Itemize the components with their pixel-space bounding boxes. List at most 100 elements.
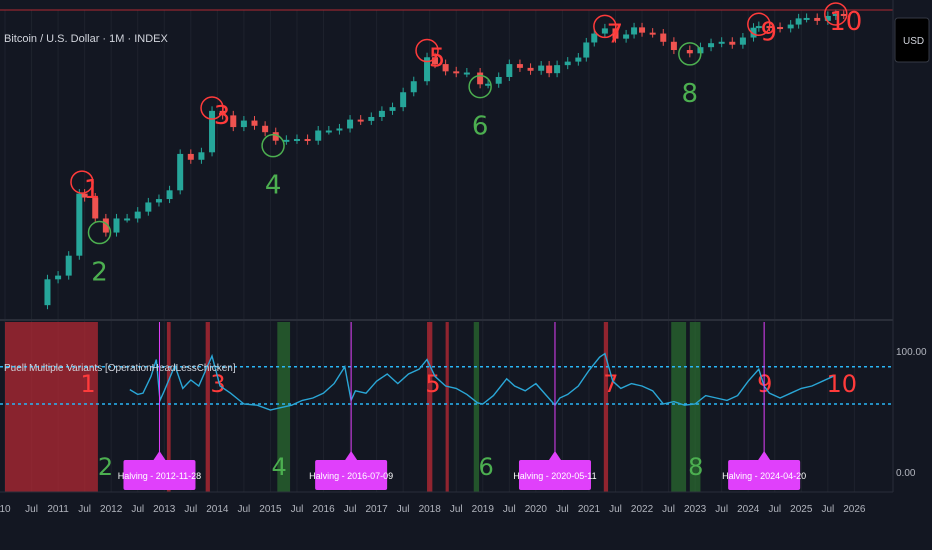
halving-label-box xyxy=(123,460,196,490)
time-axis-label: 10 xyxy=(0,504,11,515)
time-axis-label: 2023 xyxy=(684,504,707,515)
price-candle-body xyxy=(506,64,513,77)
time-axis-label: Jul xyxy=(237,504,250,515)
price-candle-body xyxy=(389,107,396,111)
indicator-title[interactable]: Puell Multiple Variants [OperationHeadLe… xyxy=(4,363,236,374)
time-axis-label: Jul xyxy=(715,504,728,515)
osc-axis-bottom-label: 0.00 xyxy=(896,468,916,479)
price-candle-body xyxy=(639,27,646,33)
price-candle-body xyxy=(538,65,545,71)
cycle-marker-number: 10 xyxy=(829,7,862,37)
cycle-marker-circle xyxy=(200,96,224,120)
grid-lines xyxy=(4,10,855,492)
price-candle-body xyxy=(304,139,311,142)
halving-label-box xyxy=(518,460,591,490)
cycle-zone-bar xyxy=(473,322,480,492)
price-candle-body xyxy=(591,33,598,43)
cycle-marker-number: 9 xyxy=(761,17,778,47)
cycle-marker-number: 5 xyxy=(429,44,446,74)
symbol-title[interactable]: Bitcoin / U.S. Dollar · 1M · INDEX xyxy=(4,33,168,45)
cycle-marker-circle xyxy=(70,170,94,194)
time-axis-labels: 10 Jul 2011 Jul 2012 Jul 2013 Jul 2014 Jul 2015 Jul… xyxy=(0,504,866,515)
halving-label: Halving - 2012-11-28 xyxy=(118,471,201,481)
price-candle-body xyxy=(840,13,847,16)
price-candle-body xyxy=(660,33,667,42)
time-axis-label: 2011 xyxy=(47,504,69,515)
price-candle-body xyxy=(601,28,608,34)
halving-arrow xyxy=(153,451,166,460)
osc-cycle-number: 4 xyxy=(271,453,286,481)
price-candle-body xyxy=(400,92,407,108)
price-candle-body xyxy=(575,57,582,62)
halving-arrow xyxy=(548,451,561,460)
time-axis-label: Jul xyxy=(25,504,38,515)
cycle-marker-circle xyxy=(261,133,285,158)
cycle-zone-bar xyxy=(671,322,687,492)
price-candle-body xyxy=(777,27,784,30)
price-candle-body xyxy=(81,193,88,198)
time-axis-label: Jul xyxy=(821,504,834,515)
cycle-marker-number: 1 xyxy=(84,175,101,205)
currency-button[interactable] xyxy=(894,17,930,63)
time-axis-label: Jul xyxy=(609,504,622,515)
osc-axis-top-label: 100.00 xyxy=(896,347,927,358)
price-candle-body xyxy=(102,218,109,233)
time-axis-label: 2021 xyxy=(578,504,601,515)
halving-label: Halving - 2020-05-11 xyxy=(513,471,596,481)
price-candle-body xyxy=(240,120,247,128)
time-axis-label: 2013 xyxy=(153,504,176,515)
price-candle-body xyxy=(670,41,677,51)
price-candle-body xyxy=(410,81,417,93)
cycle-marker-number: 2 xyxy=(91,258,108,288)
price-candle-body xyxy=(832,13,839,16)
price-candle-body xyxy=(336,128,343,131)
price-axis[interactable] xyxy=(893,0,932,492)
cycle-marker-circle xyxy=(468,74,492,99)
cycle-markers: 1 2 3 4 5 6 7 8 9 10 xyxy=(70,2,862,288)
time-axis-label: 2014 xyxy=(206,504,229,515)
price-candle-body xyxy=(739,37,746,45)
cycle-zone-bar xyxy=(427,322,433,492)
price-candle-body xyxy=(124,218,131,221)
price-candle-body xyxy=(293,139,300,142)
cycle-marker-number: 3 xyxy=(214,101,231,131)
price-candle-body xyxy=(272,132,279,141)
price-candle-body xyxy=(65,255,72,276)
price-pane[interactable] xyxy=(44,9,847,310)
cycle-marker-circle xyxy=(678,42,702,66)
halving-arrow xyxy=(345,451,358,460)
time-axis-label: Jul xyxy=(556,504,569,515)
time-axis-label: Jul xyxy=(397,504,410,515)
price-candle-body xyxy=(787,24,794,29)
price-candle-body xyxy=(495,76,502,84)
price-candle-body xyxy=(824,15,831,21)
price-candle-body xyxy=(718,41,725,44)
cycle-zone-bar xyxy=(689,322,701,492)
price-candle-body xyxy=(516,64,523,68)
osc-cycle-number: 5 xyxy=(425,370,440,398)
time-axis[interactable] xyxy=(0,492,932,550)
price-candle-body xyxy=(803,17,810,20)
price-candle-body xyxy=(432,57,438,65)
price-candle-body xyxy=(583,42,590,58)
time-axis-label: Jul xyxy=(131,504,144,515)
price-candle-body xyxy=(177,153,184,191)
osc-cycle-number: 7 xyxy=(603,370,618,398)
osc-cycle-number: 8 xyxy=(688,453,703,481)
price-candle-body xyxy=(262,125,269,133)
price-candle-body xyxy=(750,27,757,38)
price-candle-body xyxy=(442,64,449,72)
time-axis-label: Jul xyxy=(344,504,357,515)
price-candle-body xyxy=(325,130,332,133)
cycle-zones xyxy=(5,322,701,492)
time-axis-label: 2016 xyxy=(312,504,335,515)
price-candle-body xyxy=(485,83,492,86)
halving-label: Halving - 2024-04-20 xyxy=(722,471,806,481)
price-candle-body xyxy=(729,41,736,45)
price-candle-body xyxy=(198,152,205,160)
cycle-marker-circle xyxy=(87,220,112,245)
price-candle-body xyxy=(251,120,258,126)
price-candle-body xyxy=(155,199,162,203)
